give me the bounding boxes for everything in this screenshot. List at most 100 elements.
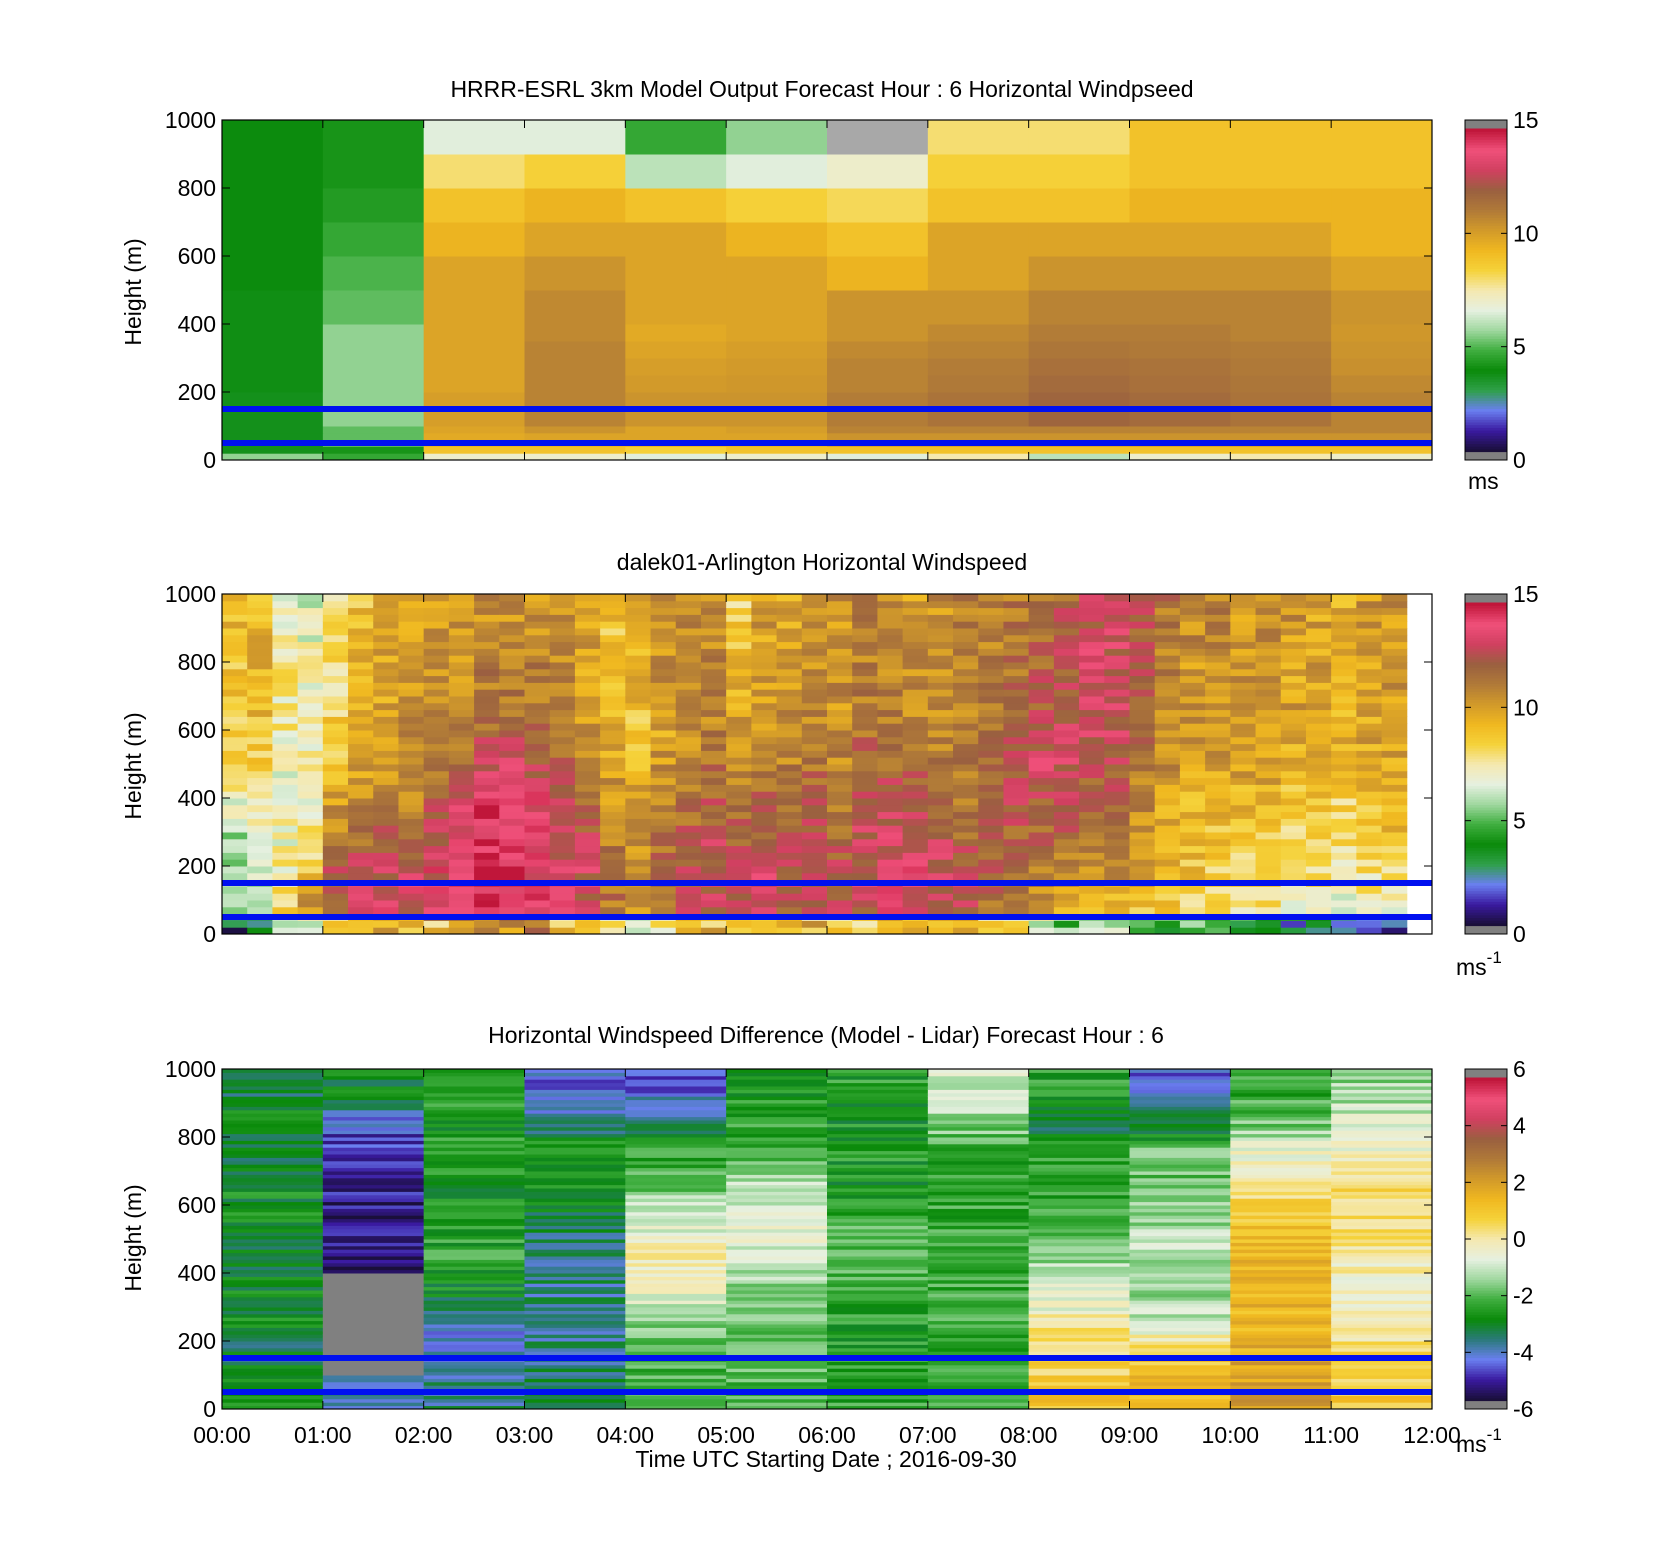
heatmap-cell [524,1320,626,1325]
heatmap-cell [927,1191,1030,1196]
heatmap-cell [322,1225,425,1230]
heatmap-cell [524,453,626,461]
heatmap-cell [423,1283,525,1288]
heatmap-cell [625,1235,727,1240]
colorbar-step [1465,855,1507,859]
heatmap-cell [1129,893,1156,901]
heatmap-cell [222,723,248,731]
xtick-label: 07:00 [899,1422,957,1448]
heatmap-cell [1129,1405,1231,1410]
colorbar-step [1465,877,1507,881]
heatmap-cell [1104,818,1130,826]
heatmap-cell [1331,648,1357,656]
heatmap-cell [1331,1249,1433,1254]
heatmap-cell [499,906,525,915]
heatmap-cell [877,811,904,819]
heatmap-cell [222,1232,324,1237]
heatmap-cell [423,1324,525,1328]
heatmap-cell [348,621,374,629]
heatmap-cell [852,825,878,833]
heatmap-cell [801,594,828,602]
ytick-label: 0 [203,1396,216,1422]
heatmap-cell [1028,1300,1130,1305]
heatmap-cell [272,906,299,915]
colorbar-step [1465,233,1507,237]
heatmap-cell [423,1398,525,1403]
panel-lidar-colorbar-unit: ms-1 [1456,948,1502,980]
heatmap-cell [1255,893,1282,901]
heatmap-cell [1331,1283,1433,1288]
heatmap-cell [222,1215,324,1220]
heatmap-cell [726,906,752,915]
heatmap-cell [574,893,601,901]
ytick-label: 200 [178,1328,216,1354]
colorbar-step [1465,1392,1507,1396]
heatmap-cell [1154,777,1181,785]
heatmap-cell [827,1171,929,1175]
heatmap-cell [1280,784,1307,792]
heatmap-cell [297,600,324,609]
heatmap-cell [1331,1303,1433,1308]
heatmap-cell [927,1140,1030,1145]
heatmap-cell [625,1341,727,1345]
heatmap-cell [776,655,803,663]
heatmap-cell [423,1320,525,1325]
heatmap-cell [600,845,626,853]
heatmap-cell [348,594,374,602]
heatmap-cell [1205,614,1231,622]
heatmap-cell [978,770,1004,779]
heatmap-cell [1280,811,1307,819]
heatmap-cell [1079,900,1105,908]
heatmap-cell [1230,750,1257,758]
heatmap-cell [978,628,1004,636]
heatmap-cell [524,757,551,765]
heatmap-cell [1028,1398,1130,1403]
heatmap-cell [297,621,324,629]
heatmap-cell [423,1307,525,1311]
heatmap-cell [1179,757,1206,765]
heatmap-cell [322,1137,425,1141]
heatmap-cell [1331,1222,1433,1226]
colorbar-step [1465,303,1507,307]
heatmap-cell [1331,600,1357,609]
heatmap-cell [574,818,601,826]
heatmap-cell [398,764,425,772]
heatmap-cell [700,662,727,670]
heatmap-cell [423,1303,525,1308]
heatmap-cell [247,838,273,847]
heatmap-cell [1331,1167,1433,1172]
colorbar-step [1465,815,1507,819]
heatmap-cell [1230,1154,1332,1158]
heatmap-cell [348,709,374,717]
heatmap-cell [322,1283,425,1288]
heatmap-cell [1154,628,1181,636]
heatmap-cell [1179,736,1206,745]
heatmap-cell [1053,634,1080,643]
heatmap-cell [423,1211,525,1216]
heatmap-cell [222,1344,324,1349]
heatmap-cell [222,1385,324,1390]
heatmap-cell [953,600,979,609]
heatmap-cell [827,730,853,738]
colorbar-cap [1465,1069,1507,1078]
heatmap-cell [1331,1405,1433,1410]
heatmap-cell [524,900,551,908]
heatmap-cell [574,770,601,779]
heatmap-cell [1331,1364,1433,1369]
colorbar-step [1465,400,1507,404]
heatmap-cell [524,1140,626,1145]
heatmap-cell [524,1130,626,1135]
heatmap-cell [247,600,273,609]
heatmap-cell [272,811,299,819]
heatmap-cell [423,432,525,441]
heatmap-cell [1381,900,1408,908]
heatmap-cell [222,872,248,881]
heatmap-cell [297,866,324,874]
heatmap-cell [1129,872,1156,881]
heatmap-cell [751,702,778,711]
heatmap-cell [1079,757,1105,765]
heatmap-cell [499,641,525,649]
heatmap-cell [322,886,349,894]
heatmap-cell [322,1252,425,1257]
heatmap-cell [474,634,500,643]
